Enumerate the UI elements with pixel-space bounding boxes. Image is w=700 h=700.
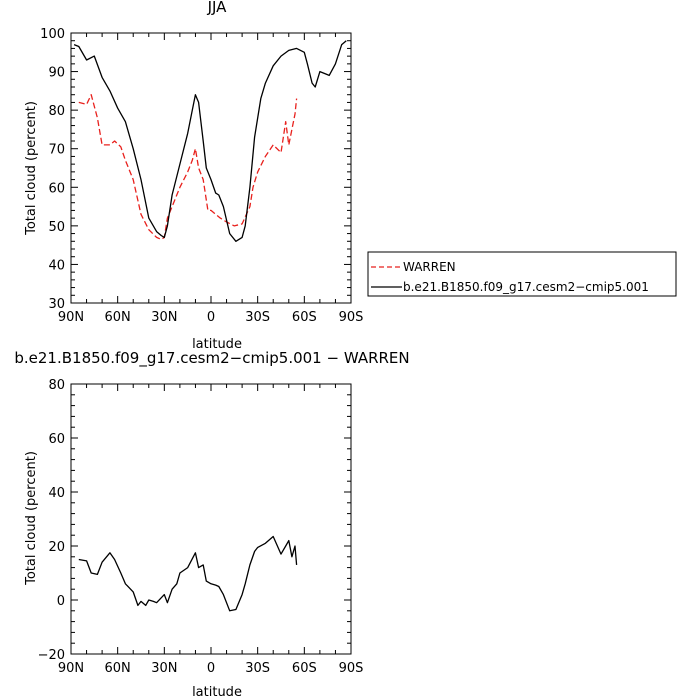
bottom-panel: 90N 60N 30N 0 30S 60S 90S −20 0 20 40 60 80 b.e21.B1… (14, 349, 409, 700)
x-tick-label: 60N (105, 661, 131, 676)
y-tick-label: 80 (48, 104, 65, 119)
y-tick-label: −20 (38, 648, 65, 663)
series-line-b-e21-b1850-f09-g17-cesm2-cmip5-001 (73, 40, 347, 242)
x-axis-label: latitude (192, 685, 242, 700)
chart-title: JJA (207, 0, 228, 16)
y-axis-label: Total cloud (percent) (24, 101, 39, 236)
y-tick-label: 70 (48, 143, 65, 158)
plot-frame (70, 383, 352, 655)
x-tick-label: 30S (245, 310, 270, 325)
y-tick-label: 20 (48, 540, 65, 555)
legend-label-model: b.e21.B1850.f09_g17.cesm2−cmip5.001 (403, 280, 649, 294)
series-line-warren (78, 94, 298, 241)
y-tick-label: 0 (57, 594, 65, 609)
legend-box (367, 251, 677, 297)
y-tick-label: 50 (48, 220, 65, 235)
x-tick-label: 30N (151, 310, 177, 325)
x-tick-label: 30N (151, 661, 177, 676)
chart-title: b.e21.B1850.f09_g17.cesm2−cmip5.001 − WA… (14, 349, 409, 368)
y-tick-label: 60 (48, 181, 65, 196)
x-tick-label: 0 (207, 661, 215, 676)
x-tick-label: 90N (58, 661, 84, 676)
top-panel: 90N 60N 30N 0 30S 60S 90S 30 40 50 60 70 80 90 100 JJA… (24, 0, 363, 352)
x-tick-label: 90S (339, 661, 364, 676)
x-tick-label: 90S (339, 310, 364, 325)
y-tick-label: 100 (40, 27, 65, 42)
y-tick-label: 60 (48, 432, 65, 447)
y-tick-label: 40 (48, 486, 65, 501)
legend: WARREN b.e21.B1850.f09_g17.cesm2−cmip5.0… (367, 251, 677, 297)
x-tick-label: 0 (207, 310, 215, 325)
y-tick-label: 90 (48, 66, 65, 81)
plot-frame (70, 32, 352, 304)
series-line-difference (78, 535, 298, 612)
x-tick-label: 60N (105, 310, 131, 325)
y-tick-label: 80 (48, 378, 65, 393)
x-tick-label: 90N (58, 310, 84, 325)
x-axis-label: latitude (192, 337, 242, 352)
y-tick-label: 30 (48, 297, 65, 312)
x-tick-label: 60S (292, 310, 317, 325)
y-tick-label: 40 (48, 258, 65, 273)
x-tick-label: 60S (292, 661, 317, 676)
x-tick-label: 30S (245, 661, 270, 676)
legend-label-warren: WARREN (403, 260, 456, 274)
y-axis-label: Total cloud (percent) (24, 451, 39, 586)
